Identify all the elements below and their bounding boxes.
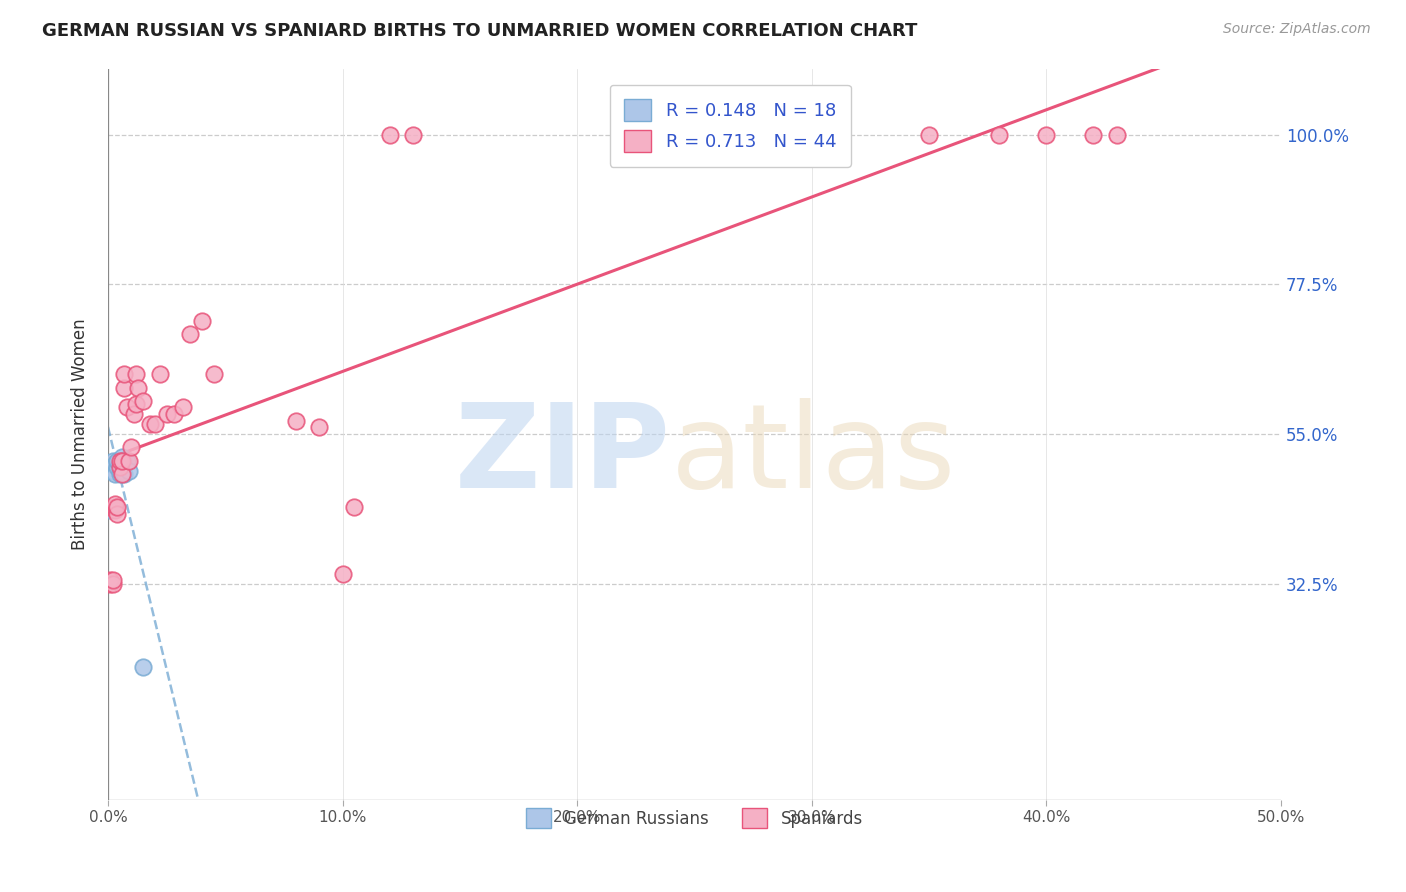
- Point: [1083, 128, 1105, 142]
- Point: [378, 128, 401, 142]
- Point: [98, 503, 121, 517]
- Point: [112, 380, 135, 394]
- Y-axis label: Births to Unmarried Women: Births to Unmarried Women: [72, 318, 89, 549]
- Point: [101, 453, 124, 467]
- Point: [139, 417, 162, 431]
- Point: [402, 128, 425, 142]
- Point: [104, 457, 127, 471]
- Point: [111, 460, 134, 475]
- Point: [108, 464, 131, 478]
- Point: [104, 500, 127, 515]
- Point: [108, 457, 131, 471]
- Point: [202, 368, 225, 382]
- Text: Source: ZipAtlas.com: Source: ZipAtlas.com: [1223, 22, 1371, 37]
- Point: [1035, 128, 1057, 142]
- Point: [125, 368, 148, 382]
- Point: [127, 380, 149, 394]
- Point: [105, 460, 128, 475]
- Point: [156, 407, 179, 421]
- Point: [104, 497, 127, 511]
- Point: [172, 401, 194, 415]
- Point: [118, 453, 141, 467]
- Point: [308, 420, 330, 434]
- Point: [163, 407, 186, 421]
- Point: [101, 576, 124, 591]
- Point: [149, 368, 172, 382]
- Point: [125, 397, 148, 411]
- Point: [111, 467, 134, 481]
- Point: [104, 503, 127, 517]
- Point: [98, 576, 121, 591]
- Point: [108, 460, 131, 475]
- Point: [101, 573, 124, 587]
- Text: GERMAN RUSSIAN VS SPANIARD BIRTHS TO UNMARRIED WOMEN CORRELATION CHART: GERMAN RUSSIAN VS SPANIARD BIRTHS TO UNM…: [42, 22, 918, 40]
- Point: [120, 440, 142, 454]
- Point: [1105, 128, 1128, 142]
- Point: [104, 467, 127, 481]
- Point: [800, 128, 823, 142]
- Point: [115, 453, 138, 467]
- Point: [101, 464, 124, 478]
- Point: [111, 457, 134, 471]
- Point: [132, 659, 155, 673]
- Point: [111, 450, 134, 465]
- Point: [108, 453, 131, 467]
- Point: [108, 467, 131, 481]
- Point: [112, 368, 135, 382]
- Text: atlas: atlas: [671, 399, 956, 514]
- Point: [118, 464, 141, 478]
- Legend: German Russians, Spaniards: German Russians, Spaniards: [519, 801, 870, 835]
- Point: [332, 566, 354, 581]
- Point: [122, 407, 145, 421]
- Point: [112, 467, 135, 481]
- Point: [112, 453, 135, 467]
- Point: [343, 500, 366, 515]
- Point: [105, 453, 128, 467]
- Point: [988, 128, 1011, 142]
- Point: [143, 417, 166, 431]
- Point: [98, 573, 121, 587]
- Point: [105, 500, 128, 515]
- Point: [179, 327, 201, 342]
- Point: [918, 128, 941, 142]
- Point: [115, 401, 138, 415]
- Text: ZIP: ZIP: [456, 399, 671, 514]
- Point: [111, 453, 134, 467]
- Point: [284, 414, 307, 428]
- Point: [191, 314, 214, 328]
- Point: [132, 393, 155, 408]
- Point: [105, 507, 128, 521]
